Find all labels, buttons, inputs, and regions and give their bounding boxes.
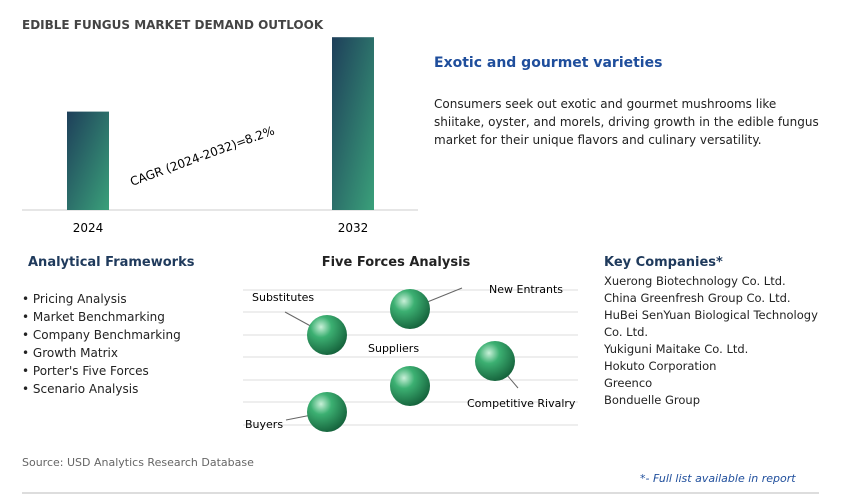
framework-item: • Porter's Five Forces <box>22 362 181 380</box>
company-item: Yukiguni Maitake Co. Ltd. <box>604 341 819 358</box>
company-item-text: Hokuto Corporation <box>604 359 717 373</box>
cagr-value: 8.2% <box>243 124 276 148</box>
x-tick-label: 2024 <box>73 221 104 235</box>
x-tick-label: 2032 <box>338 221 369 235</box>
force-label: Buyers <box>245 418 283 431</box>
five-forces-title: Five Forces Analysis <box>321 255 471 270</box>
cagr-label: CAGR (2024-2032)= <box>128 134 248 189</box>
bullet: • <box>22 382 33 396</box>
company-item: Bonduelle Group <box>604 392 819 409</box>
force-ball <box>390 289 430 329</box>
bullet: • <box>22 328 33 342</box>
framework-item: • Growth Matrix <box>22 344 181 362</box>
company-item: Hokuto Corporation <box>604 358 819 375</box>
force-label: Substitutes <box>252 291 314 304</box>
bullet: • <box>22 346 33 360</box>
framework-item: • Scenario Analysis <box>22 380 181 398</box>
companies-title: Key Companies* <box>604 255 723 270</box>
framework-item-text: Pricing Analysis <box>32 292 127 306</box>
title: EDIBLE FUNGUS MARKET DEMAND OUTLOOK <box>22 18 324 32</box>
company-item: Greenco <box>604 375 819 392</box>
company-item-text: China Greenfresh Group Co. Ltd. <box>604 291 791 305</box>
framework-item-text: Porter's Five Forces <box>32 364 149 378</box>
framework-item-text: Scenario Analysis <box>32 382 139 396</box>
framework-item: • Pricing Analysis <box>22 290 181 308</box>
bullet: • <box>22 364 33 378</box>
bullet: • <box>22 310 33 324</box>
framework-item-text: Growth Matrix <box>32 346 118 360</box>
force-label: Suppliers <box>368 342 419 355</box>
force-ball <box>390 366 430 406</box>
frameworks-list: • Pricing Analysis • Market Benchmarking •… <box>22 290 181 398</box>
force-ball <box>307 315 347 355</box>
company-item-text: Greenco <box>604 376 653 390</box>
framework-item: • Market Benchmarking <box>22 308 181 326</box>
framework-item-text: Company Benchmarking <box>32 328 181 342</box>
company-item: China Greenfresh Group Co. Ltd. <box>604 290 819 307</box>
bullet: • <box>22 292 33 306</box>
force-label: Competitive Rivalry <box>467 397 576 410</box>
frameworks-title: Analytical Frameworks <box>28 255 195 270</box>
source: Source: USD Analytics Research Database <box>22 456 254 469</box>
company-item: Xuerong Biotechnology Co. Ltd. <box>604 273 819 290</box>
bar <box>67 111 109 210</box>
company-item-text: Bonduelle Group <box>604 393 701 407</box>
force-label: New Entrants <box>489 283 563 296</box>
company-item: HuBei SenYuan Biological Technology Co. … <box>604 307 819 341</box>
framework-item: • Company Benchmarking <box>22 326 181 344</box>
companies-list: Xuerong Biotechnology Co. Ltd. China Gree… <box>604 273 819 470</box>
highlight-title: Exotic and gourmet varieties <box>434 55 663 71</box>
company-item-text: Yukiguni Maitake Co. Ltd. <box>604 342 749 356</box>
company-item-text: Xuerong Biotechnology Co. Ltd. <box>604 274 786 288</box>
force-ball <box>307 392 347 432</box>
framework-item-text: Market Benchmarking <box>32 310 165 324</box>
cagr: CAGR (2024-2032)= 8.2% <box>128 124 276 189</box>
force-ball <box>475 341 515 381</box>
companies-note: *- Full list available in report <box>640 472 796 485</box>
bar <box>332 37 374 211</box>
highlight-text: Consumers seek out exotic and gourmet mu… <box>434 97 819 147</box>
company-item-text: HuBei SenYuan Biological Technology Co. … <box>604 308 818 339</box>
